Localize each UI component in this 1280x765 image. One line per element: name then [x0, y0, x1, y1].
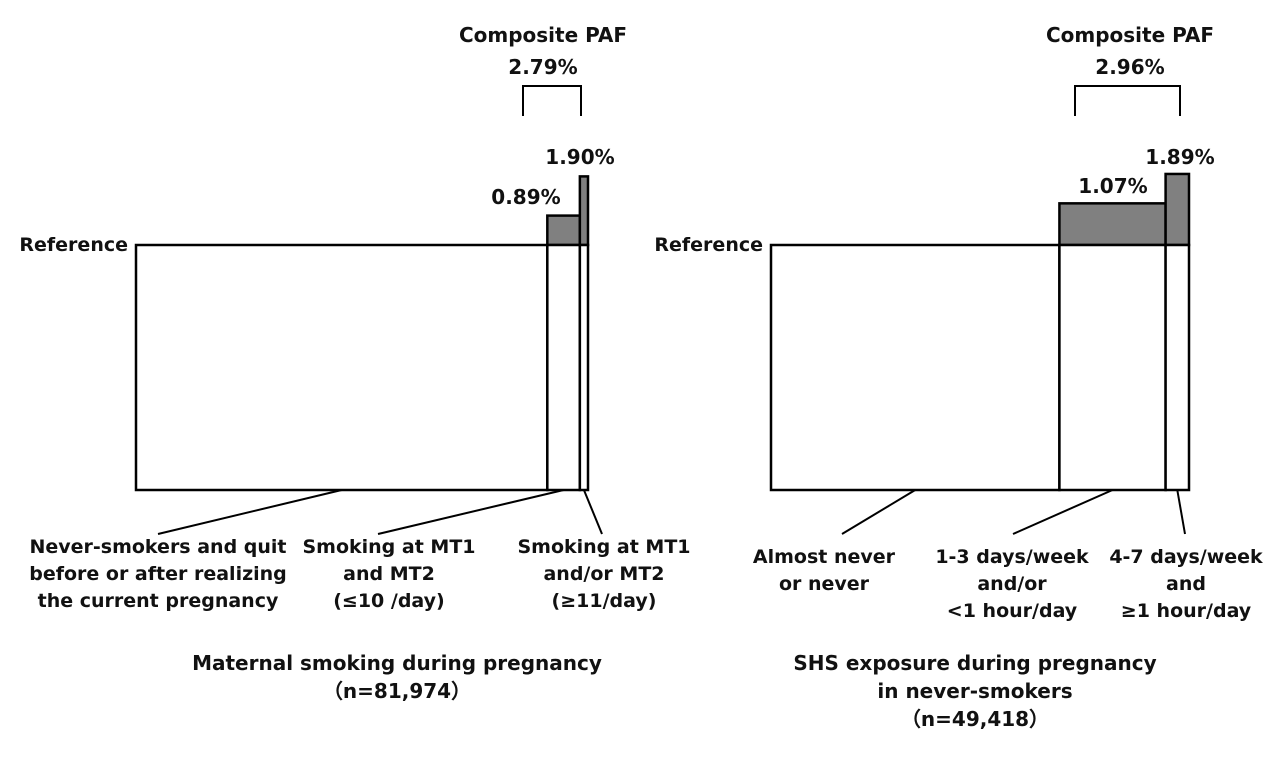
category-label: Never-smokers and quit — [29, 536, 286, 558]
category-label: (≤10 /day) — [333, 590, 445, 612]
category-label: ≥1 hour/day — [1121, 600, 1252, 622]
composite-bracket — [522, 85, 582, 116]
category-label: (≥11/day) — [552, 590, 657, 612]
panel-subtitle: （n=49,418） — [901, 707, 1049, 731]
category-label: and — [1166, 573, 1206, 595]
leader-line — [157, 489, 342, 535]
paf-value-label: 1.89% — [1145, 145, 1214, 169]
leader-line — [1176, 489, 1186, 535]
category-label: and/or — [977, 573, 1047, 595]
composite-bracket — [1074, 85, 1181, 116]
reference-bar — [1164, 243, 1191, 492]
composite-paf-label: Composite PAF — [1046, 23, 1214, 47]
reference-bar — [1058, 243, 1167, 492]
paf-excess-bar — [578, 175, 590, 247]
leader-line — [377, 489, 564, 535]
category-label: and/or MT2 — [543, 563, 664, 585]
paf-value-label: 1.07% — [1078, 174, 1147, 198]
panel-title: SHS exposure during pregnancy — [793, 651, 1156, 675]
category-label: Almost never — [753, 546, 896, 568]
category-label: 4-7 days/week — [1109, 546, 1263, 568]
reference-bar — [134, 243, 549, 492]
leader-line — [841, 489, 916, 535]
category-label: the current pregnancy — [38, 590, 279, 612]
panel-title: Maternal smoking during pregnancy — [192, 651, 602, 675]
composite-paf-value: 2.96% — [1095, 55, 1164, 79]
category-label: or never — [779, 573, 870, 595]
reference-bar — [578, 243, 590, 492]
category-label: before or after realizing — [29, 563, 287, 585]
leader-line — [583, 489, 603, 535]
panel-title: in never-smokers — [877, 679, 1072, 703]
paf-value-label: 1.90% — [545, 145, 614, 169]
paf-excess-bar — [1164, 172, 1191, 247]
category-label: <1 hour/day — [947, 600, 1078, 622]
paf-excess-bar — [546, 214, 582, 247]
paf-excess-bar — [1058, 202, 1167, 247]
reference-bar — [769, 243, 1061, 492]
paf-value-label: 0.89% — [491, 185, 560, 209]
category-label: and MT2 — [343, 563, 435, 585]
composite-paf-label: Composite PAF — [459, 23, 627, 47]
panel-subtitle: （n=81,974） — [323, 679, 471, 703]
category-label: Smoking at MT1 — [302, 536, 475, 558]
reference-bar — [546, 243, 582, 492]
composite-paf-value: 2.79% — [508, 55, 577, 79]
category-label: 1-3 days/week — [935, 546, 1089, 568]
leader-line — [1012, 489, 1113, 535]
reference-label: Reference — [654, 234, 763, 256]
reference-label: Reference — [19, 234, 128, 256]
category-label: Smoking at MT1 — [517, 536, 690, 558]
